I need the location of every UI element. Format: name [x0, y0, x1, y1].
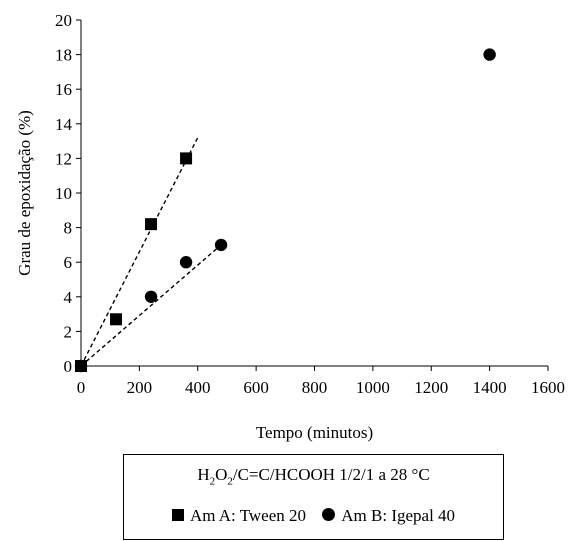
trendline-series-b	[80, 244, 222, 367]
x-tick-label: 200	[127, 378, 153, 397]
x-tick-label: 1200	[414, 378, 448, 397]
legend-title-part: H	[197, 465, 210, 484]
y-tick-label: 0	[64, 357, 73, 376]
legend-title-subscript: 2	[227, 475, 233, 488]
data-point-series-a	[110, 313, 123, 326]
x-tick-label: 1600	[531, 378, 565, 397]
y-axis-title: Grau de epoxidação (%)	[15, 110, 34, 276]
legend-label-series-a: Am A: Tween 20	[189, 506, 307, 525]
x-tick-label: 1400	[473, 378, 507, 397]
legend: H2O2/C=C/HCOOH 1/2/1 a 28 °C Am A: Tween…	[123, 454, 504, 540]
trendlines	[80, 137, 222, 367]
y-tick-label: 6	[64, 253, 73, 272]
y-tick-label: 8	[64, 219, 73, 238]
data-point-series-b	[483, 48, 496, 61]
legend-entry-series-b: Am B: Igepal 40	[322, 506, 455, 526]
x-tick-label: 0	[77, 378, 86, 397]
legend-title-part: O	[215, 465, 228, 484]
y-tick-label: 14	[55, 115, 73, 134]
data-point-series-b	[179, 256, 193, 269]
y-tick-label: 12	[55, 149, 72, 168]
data-point-series-a	[180, 152, 193, 165]
y-tick-label: 18	[55, 46, 72, 65]
square-marker-icon	[171, 509, 184, 521]
x-tick-label: 600	[243, 378, 269, 397]
y-tick-label: 20	[55, 11, 72, 30]
axes	[80, 20, 548, 367]
y-tick-label: 16	[55, 80, 72, 99]
data-point-series-b	[214, 238, 228, 252]
markers	[74, 48, 496, 373]
y-tick-label: 4	[64, 288, 73, 307]
trendline-series-a	[80, 137, 199, 367]
chart: 0 200 400 600 800 1000 1200 1400 1600 0 2 4 6 8 10 12 14…	[15, 11, 565, 442]
legend-entry-series-a: Am A: Tween 20	[171, 506, 307, 526]
legend-label-series-b: Am B: Igepal 40	[341, 506, 456, 525]
data-point-series-a	[145, 218, 158, 231]
x-tick-label: 400	[185, 378, 211, 397]
x-tick-label: 1000	[356, 378, 390, 397]
legend-title: H2O2/C=C/HCOOH 1/2/1 a 28 °C	[124, 465, 503, 487]
circle-marker-icon	[322, 508, 336, 521]
legend-title-subscript: 2	[209, 475, 216, 488]
x-tick-label: 800	[302, 378, 328, 397]
data-point-series-b	[74, 359, 88, 373]
x-axis-title: Tempo (minutos)	[256, 423, 373, 442]
y-tick-label: 10	[55, 184, 72, 203]
legend-entries: Am A: Tween 20 Am B: Igepal 40	[124, 506, 503, 526]
legend-title-part: /C=C/HCOOH 1/2/1 a 28 °C	[232, 465, 430, 484]
data-point-series-b	[144, 290, 158, 303]
y-tick-label: 2	[64, 322, 73, 341]
ticks: 0 200 400 600 800 1000 1200 1400 1600 0 2 4 6 8 10 12 14…	[55, 11, 565, 397]
